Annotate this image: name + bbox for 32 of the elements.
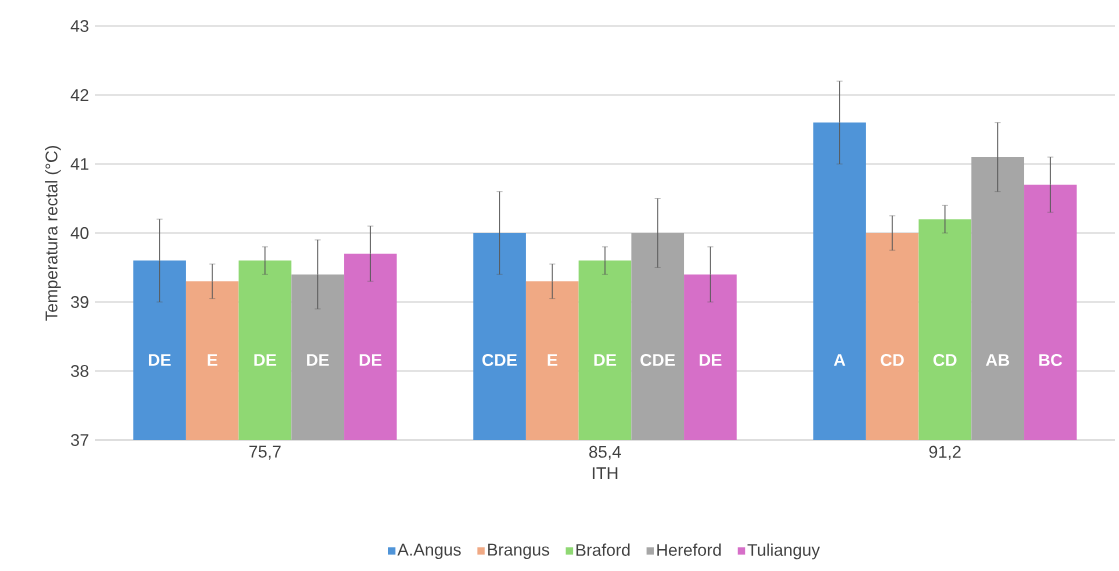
- x-tick-label: 75,7: [249, 445, 281, 460]
- data-label: DE: [359, 354, 382, 366]
- data-label: DE: [254, 354, 277, 366]
- data-label: E: [547, 354, 558, 366]
- y-tick-label: 39: [70, 296, 89, 308]
- y-tick-label: 40: [70, 227, 89, 239]
- y-tick-label: 42: [70, 89, 89, 101]
- data-label: DE: [148, 354, 171, 366]
- data-label: DE: [307, 354, 329, 366]
- y-tick-label: 41: [70, 158, 89, 170]
- y-tick-label: 43: [70, 20, 89, 32]
- data-label: CDE: [640, 354, 675, 366]
- legend-label: Tulianguy: [747, 543, 820, 560]
- data-label: CDE: [482, 354, 517, 366]
- data-label: AB: [985, 354, 1010, 366]
- x-tick-label: 91,2: [929, 445, 961, 460]
- legend-label: Brangus: [488, 543, 550, 560]
- x-tick-label: 85,4: [589, 445, 621, 460]
- data-label: CD: [880, 354, 904, 366]
- y-axis-title: Temperatura rectal (°C): [45, 145, 61, 321]
- data-label: BC: [1039, 354, 1063, 366]
- legend-label: A.Angus: [397, 543, 461, 560]
- y-tick-label: 37: [70, 434, 89, 446]
- x-axis-title: ITH: [592, 467, 618, 479]
- data-label: DE: [594, 354, 617, 366]
- data-label: CD: [933, 354, 957, 366]
- data-label: DE: [699, 354, 722, 366]
- legend-label: Hereford: [657, 543, 721, 556]
- y-tick-label: 38: [70, 365, 89, 377]
- data-label: A: [833, 354, 846, 366]
- data-label: E: [207, 354, 218, 366]
- legend-label: Braford: [576, 543, 630, 556]
